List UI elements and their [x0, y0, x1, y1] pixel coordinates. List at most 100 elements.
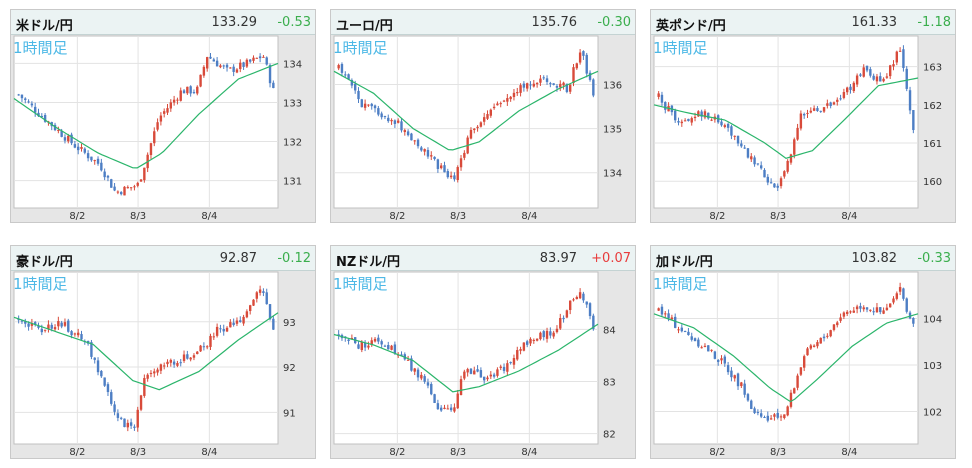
- y-tick-label: 91: [283, 408, 296, 419]
- candle-body: [703, 111, 707, 118]
- candle-body: [116, 191, 120, 193]
- candle-body: [353, 83, 357, 91]
- candle-body: [895, 293, 899, 299]
- timeframe-label: 1時間足: [333, 39, 388, 57]
- candle-body: [552, 83, 555, 85]
- candle-body: [272, 82, 275, 89]
- candle-body: [766, 415, 770, 421]
- candle-body: [509, 96, 512, 100]
- candle-body: [482, 117, 486, 122]
- candle-body: [139, 179, 143, 182]
- candle-body: [453, 175, 456, 180]
- y-tick-label: 102: [923, 407, 942, 418]
- candle-body: [892, 64, 895, 67]
- candle-body: [252, 299, 255, 306]
- candle-body: [885, 307, 889, 311]
- price-chart[interactable]: 91 92 93 8/2 8/3 8/4: [11, 270, 315, 458]
- chart-panel-eurjpy[interactable]: ユーロ/円 135.76 -0.30 1時間足 134 135 136 8/2 8/3 8…: [330, 9, 636, 223]
- candle-body: [196, 351, 199, 355]
- chart-panel-usdjpy[interactable]: 米ドル/円 133.29 -0.53 1時間足 131 132 133 134 8/2 8…: [10, 9, 316, 223]
- candle-body: [582, 293, 585, 301]
- candle-body: [539, 332, 542, 340]
- candle-body: [849, 311, 852, 313]
- price-chart[interactable]: 82 83 84 8/2 8/3 8/4: [331, 270, 635, 458]
- candle-body: [179, 90, 182, 101]
- candle-body: [700, 347, 703, 349]
- candle-body: [912, 110, 915, 131]
- candle-body: [162, 111, 166, 114]
- candle-body: [836, 322, 839, 326]
- change-value: -0.33: [917, 251, 951, 266]
- candle-body: [373, 105, 377, 109]
- candle-body: [57, 129, 60, 131]
- candle-body: [113, 404, 116, 412]
- candle-body: [657, 93, 660, 97]
- candle-body: [532, 83, 536, 87]
- candle-body: [126, 422, 130, 428]
- candle-body: [710, 349, 713, 351]
- candle-body: [67, 135, 70, 142]
- candle-body: [509, 362, 512, 364]
- candle-body: [232, 66, 235, 72]
- pair-name[interactable]: ユーロ/円: [336, 19, 393, 34]
- plot-area: [653, 271, 919, 445]
- pair-name[interactable]: NZドル/円: [336, 255, 401, 270]
- candle-body: [898, 50, 902, 52]
- panel-header: 米ドル/円 133.29 -0.53: [11, 10, 315, 35]
- candle-body: [673, 110, 677, 121]
- candle-body: [740, 382, 743, 387]
- candle-body: [53, 327, 57, 330]
- y-tick-label: 84: [603, 325, 616, 336]
- pair-name[interactable]: 英ポンド/円: [656, 19, 726, 34]
- candle-body: [268, 65, 272, 84]
- candle-body: [83, 148, 87, 153]
- candle-body: [667, 313, 670, 319]
- candle-body: [242, 316, 245, 324]
- candle-body: [908, 90, 912, 111]
- candle-body: [763, 417, 766, 419]
- price-chart[interactable]: 160 161 162 163 8/2 8/3 8/4: [651, 34, 955, 222]
- plot-area: [13, 271, 279, 445]
- candle-body: [859, 305, 862, 309]
- candle-body: [852, 82, 856, 92]
- pair-name[interactable]: 米ドル/円: [16, 19, 73, 34]
- chart-panel-nzdjpy[interactable]: NZドル/円 83.97 +0.07 1時間足 82 83 84 8/2 8/3 8/4: [330, 245, 636, 459]
- price-chart[interactable]: 102 103 104 8/2 8/3 8/4: [651, 270, 955, 458]
- candle-body: [443, 165, 446, 173]
- candle-body: [443, 407, 446, 410]
- candle-body: [559, 83, 562, 88]
- candle-body: [337, 334, 340, 336]
- candle-body: [756, 163, 760, 165]
- candle-body: [110, 179, 113, 188]
- candle-body: [255, 292, 259, 299]
- x-tick-label: 8/3: [770, 211, 786, 222]
- candle-body: [822, 107, 826, 112]
- candle-body: [370, 103, 373, 107]
- candle-body: [773, 183, 776, 188]
- candle-body: [525, 341, 529, 345]
- candle-body: [248, 59, 252, 62]
- y-tick-label: 135: [603, 125, 622, 136]
- pair-name[interactable]: 豪ドル/円: [16, 255, 73, 270]
- candle-body: [849, 86, 852, 90]
- candle-body: [196, 86, 199, 94]
- candle-body: [869, 69, 872, 76]
- price-chart[interactable]: 131 132 133 134 8/2 8/3 8/4: [11, 34, 315, 222]
- candle-body: [80, 334, 83, 340]
- chart-panel-gbpjpy[interactable]: 英ポンド/円 161.33 -1.18 1時間足 160 161 162 163 8/2…: [650, 9, 956, 223]
- candle-body: [186, 86, 189, 94]
- candle-body: [750, 156, 753, 160]
- chart-panel-cadjpy[interactable]: 加ドル/円 103.82 -0.33 1時間足 102 103 104 8/2 8/3 8…: [650, 245, 956, 459]
- price-chart[interactable]: 134 135 136 8/2 8/3 8/4: [331, 34, 635, 222]
- chart-panel-audjpy[interactable]: 豪ドル/円 92.87 -0.12 1時間足 91 92 93 8/2 8/3 8/4: [10, 245, 316, 459]
- candle-body: [759, 165, 763, 169]
- candle-body: [845, 311, 849, 314]
- candle-body: [519, 349, 522, 351]
- candle-body: [439, 407, 443, 411]
- panel-header: 加ドル/円 103.82 -0.33: [651, 246, 955, 271]
- pair-name[interactable]: 加ドル/円: [656, 255, 713, 270]
- candle-body: [512, 92, 516, 98]
- candle-body: [716, 360, 720, 362]
- candle-body: [588, 72, 592, 80]
- candle-body: [545, 330, 549, 339]
